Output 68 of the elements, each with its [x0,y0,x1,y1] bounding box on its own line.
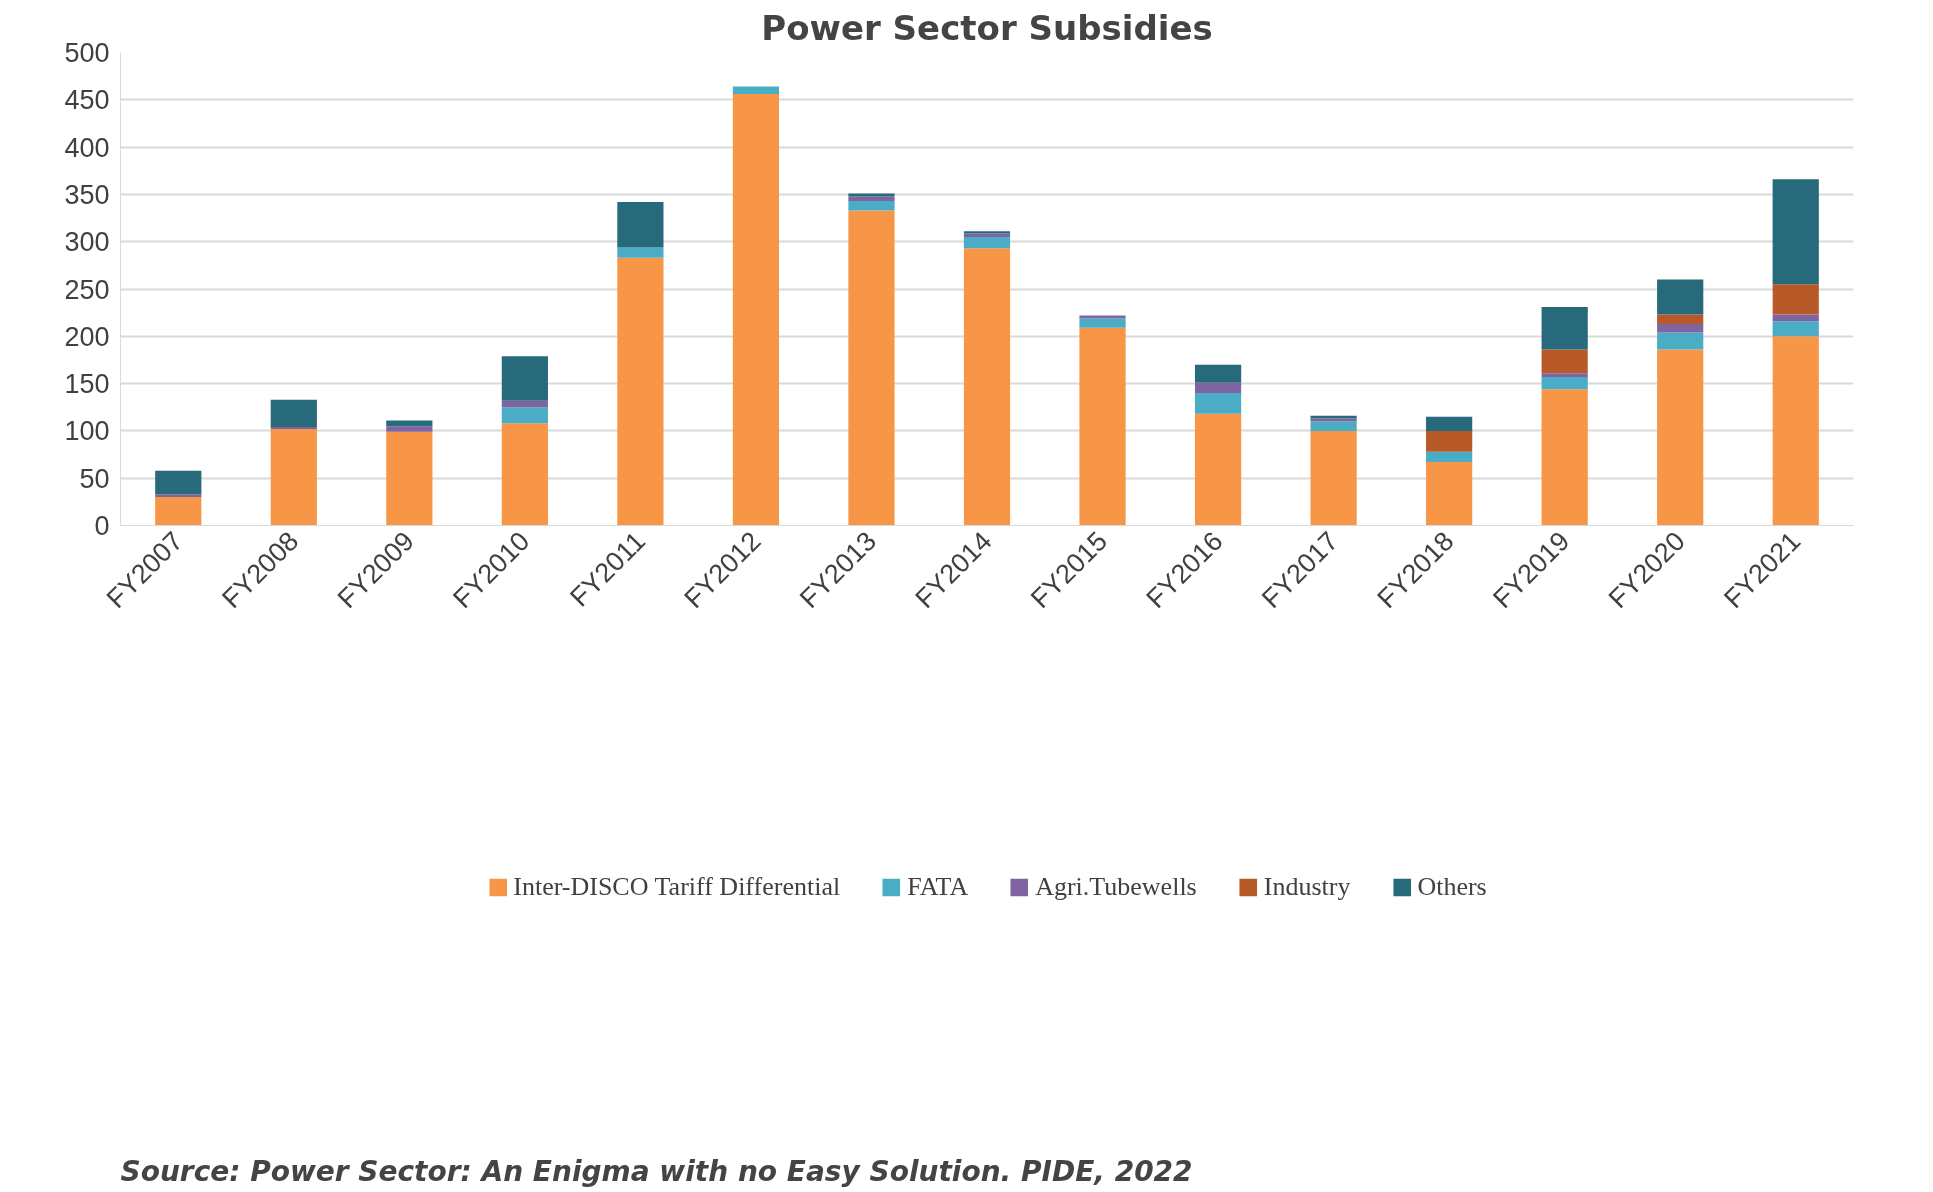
bar [848,210,895,526]
y-tick-label: 100 [64,416,110,447]
bar [1772,314,1819,322]
y-tick-label: 400 [64,132,110,163]
bar [732,94,780,526]
y-tick-label: 150 [64,369,110,400]
bar [386,420,433,427]
bar [1772,336,1819,526]
bar [963,236,1011,249]
y-tick-label: 500 [64,38,110,68]
bar [1194,393,1242,414]
bar [501,423,548,526]
bar [270,429,317,526]
bar [501,407,548,424]
bar [1079,318,1126,328]
bar [1541,373,1588,377]
y-tick-label: 250 [64,274,110,305]
bar [386,426,433,432]
bar [1541,389,1588,526]
bar [848,196,895,202]
legend-label: Industry [1263,871,1351,902]
bar [1426,430,1473,452]
legend-label: Inter-DISCO Tariff Differential [513,871,841,902]
bar [1426,416,1473,431]
bar [963,248,1011,526]
bar [1426,451,1473,463]
bar [617,247,664,258]
legend-label: Agri.Tubewells [1035,871,1197,902]
source-note: Source: Power Sector: An Enigma with no Easy Solution. PIDE, 2022 [120,1154,1193,1188]
legend-label: FATA [907,871,969,902]
bar [848,193,895,197]
bar [1772,179,1819,285]
bar [1194,382,1242,394]
bar [1310,421,1357,431]
bar [1657,349,1704,526]
bar [1541,376,1588,390]
y-tick-label: 50 [79,463,110,494]
bar [1079,327,1126,526]
bar [1426,462,1473,526]
chart-title: Power Sector Subsidies [761,7,1213,48]
bar [1541,306,1588,350]
bar [386,431,433,526]
bar [1194,413,1242,526]
bar [617,201,664,248]
y-tick-label: 200 [64,321,110,352]
legend-label: Others [1417,871,1487,902]
bar [155,494,202,498]
bar [1772,284,1819,315]
bar [155,497,202,526]
y-tick-label: 300 [64,227,110,258]
y-tick-label: 350 [64,179,110,210]
bar [1657,314,1704,324]
bar [848,201,895,211]
bar [732,86,780,95]
bar [1194,364,1242,383]
bar [1657,324,1704,333]
bar [1079,315,1126,319]
bar [1657,279,1704,315]
bar [1657,332,1704,350]
bar [501,356,548,401]
bar [501,400,548,408]
bar [155,470,202,495]
bar [1541,349,1588,374]
bar [617,257,664,526]
bar [1310,430,1357,526]
bar [1772,321,1819,337]
bar [270,399,317,428]
y-tick-label: 450 [64,85,110,116]
